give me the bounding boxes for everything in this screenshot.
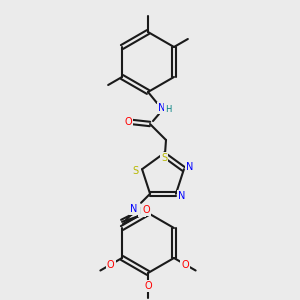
Text: N: N: [158, 103, 166, 113]
Text: N: N: [178, 191, 186, 201]
Text: N: N: [186, 162, 194, 172]
Text: O: O: [182, 260, 189, 269]
Text: O: O: [107, 260, 115, 269]
Text: O: O: [142, 205, 150, 215]
Text: O: O: [144, 281, 152, 291]
Text: O: O: [124, 117, 132, 127]
Text: S: S: [132, 166, 138, 176]
Text: S: S: [161, 153, 167, 163]
Text: N: N: [130, 204, 138, 214]
Text: H: H: [165, 104, 171, 113]
Text: H: H: [139, 207, 145, 216]
